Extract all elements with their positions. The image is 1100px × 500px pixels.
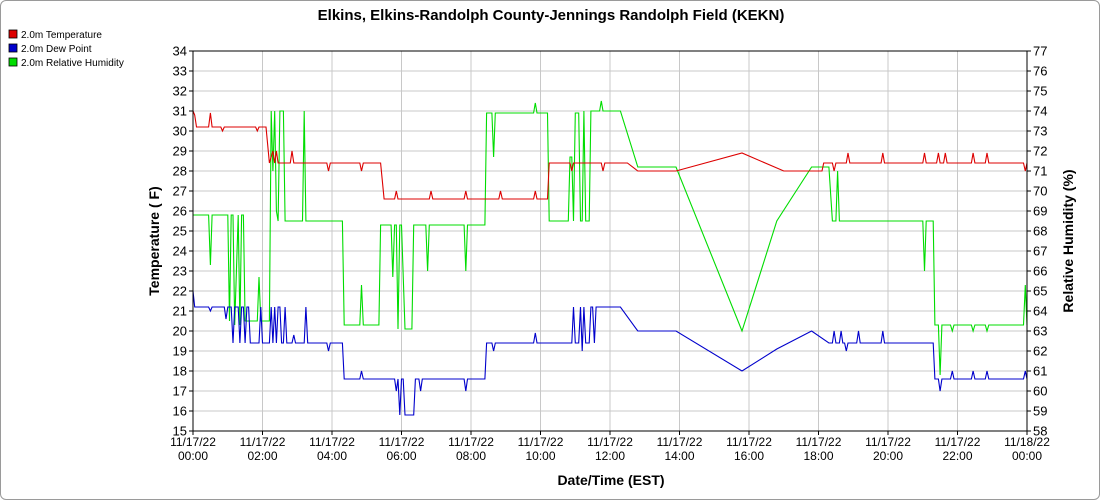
x-tick-label-time: 06:00 xyxy=(386,449,416,463)
x-tick-label-date: 11/17/22 xyxy=(309,435,355,449)
y-right-tick-label: 62 xyxy=(1033,344,1047,359)
x-tick-label-date: 11/17/22 xyxy=(935,435,981,449)
x-tick-label-time: 04:00 xyxy=(317,449,347,463)
x-tick-label-time: 22:00 xyxy=(942,449,972,463)
y-axis-left-title: Temperature ( F) xyxy=(146,186,162,295)
legend-swatch-temperature xyxy=(8,29,18,39)
y-right-tick-label: 73 xyxy=(1033,124,1047,139)
y-right-tick-label: 71 xyxy=(1033,164,1047,179)
y-left-tick-label: 33 xyxy=(173,64,187,79)
x-tick-label-date: 11/17/22 xyxy=(240,435,286,449)
y-left-tick-label: 18 xyxy=(173,364,187,379)
x-axis-ticks: 11/17/2200:0011/17/2202:0011/17/2204:001… xyxy=(170,431,1050,463)
x-tick-label-date: 11/17/22 xyxy=(518,435,564,449)
y-left-tick-label: 17 xyxy=(173,384,187,399)
y-left-tick-label: 30 xyxy=(173,124,187,139)
legend: 2.0m Temperature 2.0m Dew Point 2.0m Rel… xyxy=(8,29,124,69)
series-line-dew-point xyxy=(192,290,1028,416)
y-axis-left-ticks: 15 16 17 18 19 20 21 22 23 24 25 26 27 28 29 30 31 32 33 34 xyxy=(173,44,193,439)
y-right-tick-label: 64 xyxy=(1033,304,1047,319)
y-right-tick-label: 74 xyxy=(1033,104,1047,119)
y-right-tick-label: 77 xyxy=(1033,44,1047,59)
y-left-tick-label: 19 xyxy=(173,344,187,359)
y-right-tick-label: 76 xyxy=(1033,64,1047,79)
x-tick-label-time: 16:00 xyxy=(734,449,764,463)
series-line-temperature xyxy=(192,110,1028,200)
x-tick-label-time: 12:00 xyxy=(595,449,625,463)
y-right-tick-label: 69 xyxy=(1033,204,1047,219)
x-tick-label-date: 11/17/22 xyxy=(170,435,216,449)
y-left-tick-label: 28 xyxy=(173,164,187,179)
y-right-tick-label: 59 xyxy=(1033,404,1047,419)
x-tick-label-time: 14:00 xyxy=(664,449,694,463)
y-left-tick-label: 29 xyxy=(173,144,187,159)
y-right-tick-label: 70 xyxy=(1033,184,1047,199)
legend-item-temperature[interactable]: 2.0m Temperature xyxy=(8,29,102,41)
x-tick-label-time: 18:00 xyxy=(803,449,833,463)
series-line-relative-humidity xyxy=(193,100,1028,376)
chart-title: Elkins, Elkins-Randolph County-Jennings … xyxy=(318,7,785,24)
y-left-tick-label: 24 xyxy=(173,244,187,259)
x-tick-label-date: 11/17/22 xyxy=(587,435,633,449)
y-right-tick-label: 65 xyxy=(1033,284,1047,299)
grid xyxy=(192,50,1028,432)
y-left-tick-label: 22 xyxy=(173,284,187,299)
y-right-tick-label: 66 xyxy=(1033,264,1047,279)
x-tick-label-date: 11/17/22 xyxy=(448,435,494,449)
x-tick-label-time: 00:00 xyxy=(178,449,208,463)
x-tick-label-time: 20:00 xyxy=(873,449,903,463)
legend-swatch-dew-point xyxy=(8,43,18,53)
y-right-tick-label: 63 xyxy=(1033,324,1047,339)
x-tick-label-date: 11/18/22 xyxy=(1004,435,1050,449)
legend-swatch-relative-humidity xyxy=(8,57,18,67)
y-left-tick-label: 26 xyxy=(173,204,187,219)
y-left-tick-label: 32 xyxy=(173,84,187,99)
x-axis-title: Date/Time (EST) xyxy=(557,472,664,488)
y-axis-right-title: Relative Humidity (%) xyxy=(1060,169,1076,312)
x-tick-label-date: 11/17/22 xyxy=(657,435,703,449)
x-tick-label-time: 02:00 xyxy=(247,449,277,463)
y-left-tick-label: 25 xyxy=(173,224,187,239)
legend-label-relative-humidity: 2.0m Relative Humidity xyxy=(21,58,124,69)
y-axis-right-ticks: 58 59 60 61 62 63 64 65 66 67 68 69 70 71 72 73 74 75 76 77 xyxy=(1027,44,1047,439)
x-tick-label-date: 11/17/22 xyxy=(865,435,911,449)
legend-item-dew-point[interactable]: 2.0m Dew Point xyxy=(8,43,92,55)
y-left-tick-label: 16 xyxy=(173,404,187,419)
y-left-tick-label: 31 xyxy=(173,104,187,119)
x-tick-label-date: 11/17/22 xyxy=(379,435,425,449)
y-right-tick-label: 60 xyxy=(1033,384,1047,399)
y-right-tick-label: 67 xyxy=(1033,244,1047,259)
x-tick-label-date: 11/17/22 xyxy=(726,435,772,449)
x-tick-label-time: 00:00 xyxy=(1012,449,1042,463)
y-right-tick-label: 75 xyxy=(1033,84,1047,99)
y-left-tick-label: 20 xyxy=(173,324,187,339)
x-tick-label-time: 08:00 xyxy=(456,449,486,463)
legend-label-temperature: 2.0m Temperature xyxy=(21,30,102,41)
x-tick-label-time: 10:00 xyxy=(525,449,555,463)
legend-label-dew-point: 2.0m Dew Point xyxy=(21,44,92,55)
y-right-tick-label: 61 xyxy=(1033,364,1047,379)
y-left-tick-label: 23 xyxy=(173,264,187,279)
y-left-tick-label: 27 xyxy=(173,184,187,199)
y-left-tick-label: 15 xyxy=(173,424,187,439)
x-tick-label-date: 11/17/22 xyxy=(796,435,842,449)
y-left-tick-label: 34 xyxy=(173,44,187,59)
legend-item-relative-humidity[interactable]: 2.0m Relative Humidity xyxy=(8,57,124,69)
y-right-tick-label: 58 xyxy=(1033,424,1047,439)
series-layer xyxy=(192,100,1028,416)
y-right-tick-label: 72 xyxy=(1033,144,1047,159)
y-left-tick-label: 21 xyxy=(173,304,187,319)
y-right-tick-label: 68 xyxy=(1033,224,1047,239)
